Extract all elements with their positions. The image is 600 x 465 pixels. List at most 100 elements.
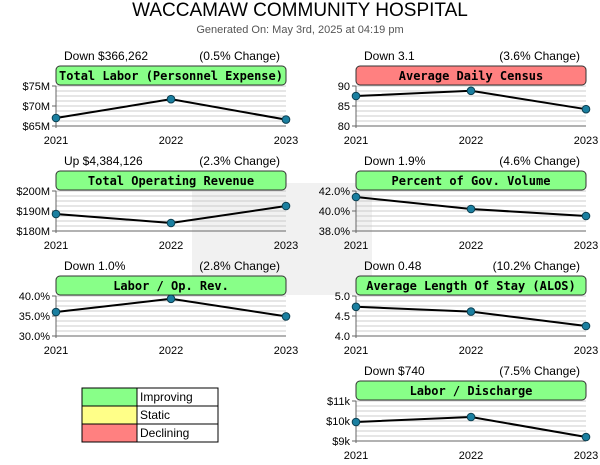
x-tick-label: 2022 <box>459 345 483 357</box>
change-value: Down $740 <box>364 364 425 378</box>
chart-title: Percent of Gov. Volume <box>392 174 551 188</box>
x-tick-label: 2023 <box>274 240 298 252</box>
chart-title: Total Labor (Personnel Expense) <box>59 69 283 83</box>
y-tick-label: $9k <box>332 436 350 448</box>
data-point <box>51 209 61 219</box>
y-tick-label: $180M <box>16 226 50 238</box>
data-point <box>581 432 591 442</box>
y-tick-label: 90 <box>338 81 350 93</box>
chart-panel: Down 0.48 (10.2% Change) Average Length Of… <box>335 259 599 357</box>
x-tick-label: 2021 <box>44 135 68 147</box>
chart-title: Total Operating Revenue <box>88 174 254 188</box>
y-tick-label: 4.5 <box>335 311 350 323</box>
x-tick-label: 2021 <box>44 345 68 357</box>
change-value: Down 1.9% <box>364 154 426 168</box>
change-value: Down 1.0% <box>64 259 126 273</box>
status-banner <box>355 275 587 296</box>
x-tick-label: 2022 <box>459 135 483 147</box>
change-percent: (10.2% Change) <box>493 259 580 273</box>
change-percent: (7.5% Change) <box>499 364 580 378</box>
y-tick-label: 40.0% <box>19 291 50 303</box>
data-point <box>281 201 291 211</box>
data-point <box>281 312 291 321</box>
chart-panel: Down $740 (7.5% Change) Labor / Discharge $… <box>326 364 598 462</box>
y-tick-label: 38.0% <box>319 226 350 238</box>
x-tick-label: 2023 <box>574 450 598 462</box>
chart-panel: Down 1.9% (4.6% Change) Percent of Gov. Vo… <box>319 154 598 252</box>
data-point <box>51 307 61 317</box>
change-percent: (4.6% Change) <box>499 154 580 168</box>
chart-panel: Down $366,262 (0.5% Change) Total Labor (P… <box>22 49 298 147</box>
change-percent: (0.5% Change) <box>199 49 280 63</box>
generated-timestamp: Generated On: May 3rd, 2025 at 04:19 pm <box>196 24 404 36</box>
legend-swatch <box>81 387 138 407</box>
y-tick-label: $190M <box>16 206 50 218</box>
x-tick-label: 2022 <box>159 135 183 147</box>
x-tick-label: 2021 <box>344 240 368 252</box>
status-banner <box>355 380 587 401</box>
status-banner <box>355 65 587 86</box>
data-point <box>166 94 176 104</box>
chart-title: Labor / Discharge <box>410 384 533 398</box>
change-percent: (2.8% Change) <box>199 259 280 273</box>
y-tick-label: $200M <box>16 186 50 198</box>
x-tick-label: 2022 <box>459 450 483 462</box>
change-value: Down 3.1 <box>364 49 415 63</box>
data-point <box>581 104 591 114</box>
y-tick-label: $65M <box>22 121 50 133</box>
y-tick-label: 35.0% <box>19 311 50 323</box>
change-percent: (2.3% Change) <box>199 154 280 168</box>
y-tick-label: $75M <box>22 81 50 93</box>
data-point <box>351 417 361 427</box>
x-tick-label: 2022 <box>459 240 483 252</box>
chart-title: Average Daily Census <box>399 69 544 83</box>
y-tick-label: 42.0% <box>319 186 350 198</box>
x-tick-label: 2023 <box>574 345 598 357</box>
data-point <box>281 115 291 124</box>
data-point <box>466 204 476 214</box>
x-tick-label: 2022 <box>159 345 183 357</box>
data-point <box>51 113 61 123</box>
legend-swatch <box>81 405 138 425</box>
y-tick-label: 40.0% <box>319 206 350 218</box>
data-point <box>466 412 476 422</box>
chart-title: Labor / Op. Rev. <box>113 279 229 293</box>
chart-panel: Down 1.0% (2.8% Change) Labor / Op. Rev. 30… <box>19 259 298 357</box>
x-tick-label: 2021 <box>344 450 368 462</box>
x-tick-label: 2021 <box>44 240 68 252</box>
change-value: Down $366,262 <box>64 49 148 63</box>
y-tick-label: 30.0% <box>19 331 50 343</box>
data-point <box>351 192 361 202</box>
x-tick-label: 2021 <box>344 135 368 147</box>
x-tick-label: 2023 <box>274 345 298 357</box>
legend-label: Static <box>140 408 170 422</box>
chart-panel: Down 3.1 (3.6% Change) Average Daily Censu… <box>338 49 598 147</box>
y-tick-label: 80 <box>338 121 350 133</box>
data-point <box>351 91 361 101</box>
legend-label: Improving <box>140 390 193 404</box>
data-point <box>166 294 176 304</box>
data-point <box>351 302 361 312</box>
y-tick-label: 5.0 <box>335 291 350 303</box>
legend-label: Declining <box>140 426 189 440</box>
change-value: Up $4,384,126 <box>64 154 143 168</box>
y-tick-label: $10k <box>326 416 350 428</box>
chart-panel: Up $4,384,126 (2.3% Change) Total Operatin… <box>16 154 298 252</box>
data-point <box>466 86 476 96</box>
x-tick-label: 2021 <box>344 345 368 357</box>
x-tick-label: 2023 <box>574 135 598 147</box>
change-value: Down 0.48 <box>364 259 422 273</box>
data-point <box>581 211 591 221</box>
legend-cell <box>136 423 219 443</box>
y-tick-label: $11k <box>327 396 351 408</box>
x-tick-label: 2023 <box>274 135 298 147</box>
y-tick-label: 85 <box>338 101 350 113</box>
status-banner <box>55 65 287 86</box>
chart-title: Average Length Of Stay (ALOS) <box>366 279 576 293</box>
legend: Improving Static Declining <box>81 387 219 443</box>
data-point <box>581 321 591 331</box>
x-tick-label: 2022 <box>159 240 183 252</box>
status-banner <box>55 170 287 191</box>
